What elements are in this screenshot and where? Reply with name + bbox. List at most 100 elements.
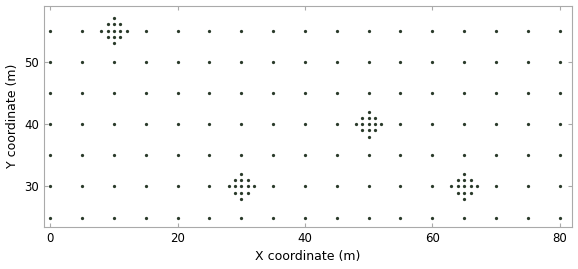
Point — [364, 91, 373, 95]
Point — [332, 59, 342, 64]
Point — [103, 28, 112, 33]
Point — [109, 122, 118, 126]
Point — [141, 215, 150, 220]
Point — [523, 91, 532, 95]
Point — [453, 184, 462, 189]
Point — [472, 184, 481, 189]
Point — [269, 59, 278, 64]
Point — [269, 122, 278, 126]
Point — [77, 28, 87, 33]
Point — [460, 190, 469, 195]
Point — [301, 91, 310, 95]
Point — [370, 116, 380, 120]
Point — [428, 153, 437, 157]
Point — [364, 184, 373, 189]
Y-axis label: Y coordinate (m): Y coordinate (m) — [6, 64, 18, 168]
Point — [491, 59, 501, 64]
Point — [77, 91, 87, 95]
Point — [230, 184, 239, 189]
Point — [236, 197, 246, 201]
Point — [205, 59, 214, 64]
Point — [77, 122, 87, 126]
Point — [141, 59, 150, 64]
Point — [377, 122, 386, 126]
Point — [301, 59, 310, 64]
Point — [116, 22, 125, 26]
Point — [523, 184, 532, 189]
Point — [428, 122, 437, 126]
Point — [370, 122, 380, 126]
Point — [46, 122, 55, 126]
Point — [236, 59, 246, 64]
Point — [205, 153, 214, 157]
Point — [236, 122, 246, 126]
Point — [205, 215, 214, 220]
Point — [243, 178, 252, 182]
Point — [205, 184, 214, 189]
Point — [358, 122, 367, 126]
X-axis label: X coordinate (m): X coordinate (m) — [255, 250, 361, 263]
Point — [364, 134, 373, 139]
Point — [301, 215, 310, 220]
Point — [364, 59, 373, 64]
Point — [364, 28, 373, 33]
Point — [332, 91, 342, 95]
Point — [396, 28, 405, 33]
Point — [523, 153, 532, 157]
Point — [141, 91, 150, 95]
Point — [141, 122, 150, 126]
Point — [555, 91, 564, 95]
Point — [332, 215, 342, 220]
Point — [460, 153, 469, 157]
Point — [396, 122, 405, 126]
Point — [269, 91, 278, 95]
Point — [364, 128, 373, 132]
Point — [236, 91, 246, 95]
Point — [103, 35, 112, 39]
Point — [109, 22, 118, 26]
Point — [243, 190, 252, 195]
Point — [428, 184, 437, 189]
Point — [236, 153, 246, 157]
Point — [523, 59, 532, 64]
Point — [428, 28, 437, 33]
Point — [332, 122, 342, 126]
Point — [453, 190, 462, 195]
Point — [364, 116, 373, 120]
Point — [396, 91, 405, 95]
Point — [466, 190, 475, 195]
Point — [370, 128, 380, 132]
Point — [205, 91, 214, 95]
Point — [109, 35, 118, 39]
Point — [460, 184, 469, 189]
Point — [364, 122, 373, 126]
Point — [491, 215, 501, 220]
Point — [396, 59, 405, 64]
Point — [466, 184, 475, 189]
Point — [205, 122, 214, 126]
Point — [236, 184, 246, 189]
Point — [269, 153, 278, 157]
Point — [332, 28, 342, 33]
Point — [301, 122, 310, 126]
Point — [77, 59, 87, 64]
Point — [109, 184, 118, 189]
Point — [301, 153, 310, 157]
Point — [491, 153, 501, 157]
Point — [396, 153, 405, 157]
Point — [97, 28, 106, 33]
Point — [523, 215, 532, 220]
Point — [555, 122, 564, 126]
Point — [46, 184, 55, 189]
Point — [230, 190, 239, 195]
Point — [364, 109, 373, 114]
Point — [109, 59, 118, 64]
Point — [428, 215, 437, 220]
Point — [116, 35, 125, 39]
Point — [46, 215, 55, 220]
Point — [109, 153, 118, 157]
Point — [491, 91, 501, 95]
Point — [460, 172, 469, 176]
Point — [173, 153, 182, 157]
Point — [460, 59, 469, 64]
